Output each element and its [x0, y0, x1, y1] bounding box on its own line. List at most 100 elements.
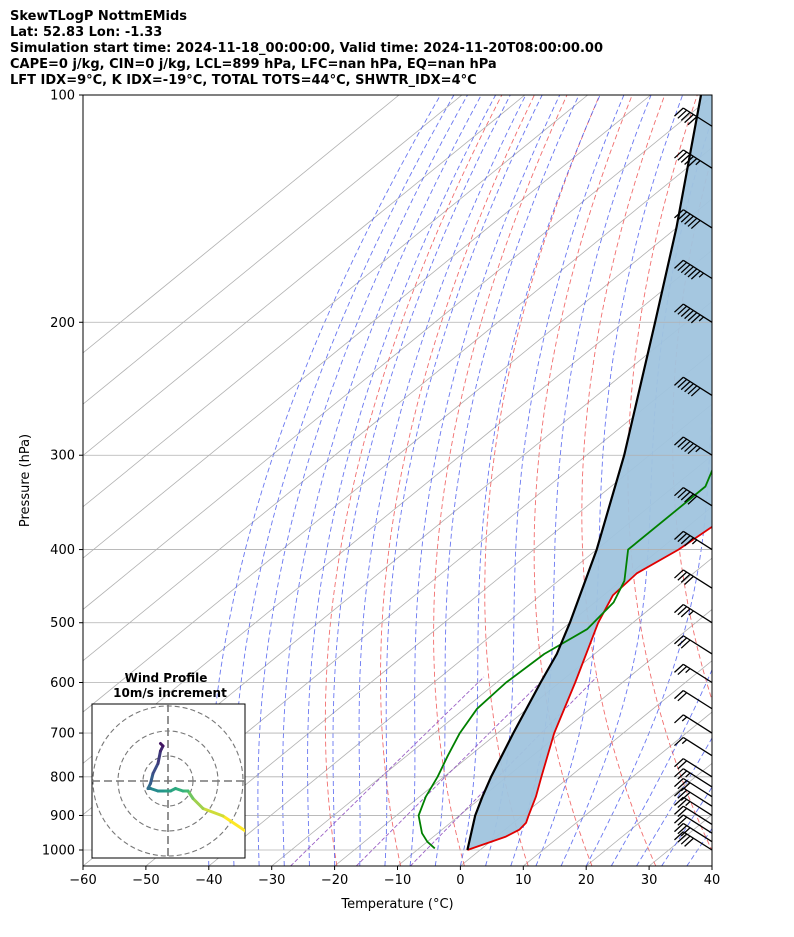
wind-barb-flag [677, 571, 688, 581]
wind-barb-flag [684, 113, 694, 124]
wind-barb-flag [674, 787, 684, 797]
wind-barb-flag [680, 827, 691, 837]
wind-barb-flag [674, 758, 684, 768]
wind-barb-flag [684, 837, 694, 847]
dry-adiabat-line [581, 95, 666, 866]
hodograph-segment [221, 814, 245, 833]
isotherm-line [83, 95, 526, 456]
wind-barb-flag [677, 438, 688, 448]
wind-barb-staff [682, 376, 713, 396]
wind-barb [674, 787, 713, 807]
moist-adiabat-line [585, 397, 712, 866]
isotherm-line [83, 95, 400, 354]
wind-barb-staff [682, 603, 713, 624]
wind-barb-flag [684, 537, 694, 547]
isotherm-line [83, 95, 651, 559]
wind-barb-half-flag [685, 772, 691, 778]
wind-barb [674, 714, 713, 734]
wind-barb-flag [680, 791, 691, 801]
y-tick-label: 500 [50, 616, 75, 631]
wind-barb-flag [677, 489, 688, 499]
x-tick-label: 30 [641, 873, 658, 888]
x-tick-label: −50 [132, 873, 159, 888]
wind-barb-staff [682, 822, 713, 843]
time-line: Simulation start time: 2024-11-18_00:00:… [10, 41, 603, 56]
x-tick-label: −20 [321, 873, 348, 888]
wind-barb [674, 805, 713, 825]
wind-barb-flag [677, 637, 688, 647]
inset-plot [92, 704, 245, 858]
y-tick-label: 700 [50, 727, 75, 742]
parcel-profile-line [466, 95, 703, 851]
wind-barb-staff [682, 831, 713, 851]
wind-barb-flag [680, 835, 691, 845]
isotherm-line [460, 660, 712, 866]
wind-barb-flag [674, 376, 684, 386]
wind-barb-flag [674, 303, 684, 313]
wind-barb [674, 259, 713, 280]
isotherm-line [83, 95, 712, 610]
wind-barb-half-flag [685, 801, 691, 807]
wind-barb-flag [677, 109, 688, 119]
wind-barb-staff [682, 689, 713, 710]
wind-barb-flag [677, 261, 688, 272]
wind-barb-flag [674, 714, 684, 724]
wind-barb [674, 487, 713, 507]
wind-barb [674, 768, 713, 788]
dry-adiabat-line [484, 95, 601, 866]
isotherm-line [271, 506, 712, 866]
mixing-ratio-line [355, 676, 547, 866]
wind-barb-flag [674, 796, 684, 806]
wind-barb-staff [682, 209, 713, 229]
wind-barb-flag [674, 530, 684, 540]
wind-barb-flag [674, 805, 684, 815]
wind-barb-flag [680, 264, 691, 274]
x-tick-label: −40 [195, 873, 222, 888]
hodograph-segment [151, 762, 160, 775]
x-tick-label: 10 [515, 873, 532, 888]
moist-adiabat-line [737, 95, 794, 866]
wind-barb-flag [674, 814, 684, 824]
wind-barb-flag [680, 782, 691, 792]
wind-barb-flag [674, 604, 684, 614]
y-tick-label: 1000 [42, 844, 75, 859]
wind-barb [674, 777, 713, 798]
isotherm-line [711, 865, 712, 866]
wind-barb-flag [680, 639, 691, 649]
wind-barb-flag [684, 310, 694, 320]
wind-barb-staff [682, 530, 713, 551]
wind-barb-flag [677, 833, 688, 843]
chart-title: SkewTLogP NottmEMids [10, 9, 188, 24]
wind-barb-flag [680, 608, 691, 618]
wind-barb-flag [684, 266, 694, 276]
wind-barb-flag [674, 569, 684, 579]
inset-subtitle: 10m/s increment [113, 686, 227, 700]
mixing-ratio-line [290, 676, 485, 866]
moist-adiabat-line [257, 95, 468, 866]
hodograph-segment [191, 797, 205, 810]
wind-barb-half-flag [695, 447, 701, 453]
wind-barb [674, 149, 713, 169]
wind-barb-flag [680, 111, 691, 121]
wind-barb-flag [687, 116, 698, 126]
wind-barb-flag [680, 307, 691, 317]
dry-adiabat-line [716, 95, 794, 866]
y-tick-label: 600 [50, 676, 75, 691]
wind-barb-flag [677, 825, 688, 835]
isotherm-line [334, 557, 712, 866]
wind-barb-flag [687, 445, 698, 455]
dry-adiabat-line [758, 95, 794, 866]
inset-title: Wind Profile [125, 671, 208, 685]
wind-barb-half-flag [685, 668, 691, 674]
wind-barb-flag [674, 436, 684, 446]
hodograph-segment [159, 742, 165, 748]
wind-barb-flag [687, 158, 698, 168]
wind-barb [674, 796, 713, 817]
moist-adiabat-line [332, 95, 511, 866]
wind-barb [674, 814, 713, 834]
temperature-profile-line [467, 525, 712, 851]
indices-line-2: LFT IDX=9°C, K IDX=-19°C, TOTAL TOTS=44°… [10, 73, 477, 88]
wind-barb-flag [687, 312, 698, 322]
x-tick-label: −30 [258, 873, 285, 888]
